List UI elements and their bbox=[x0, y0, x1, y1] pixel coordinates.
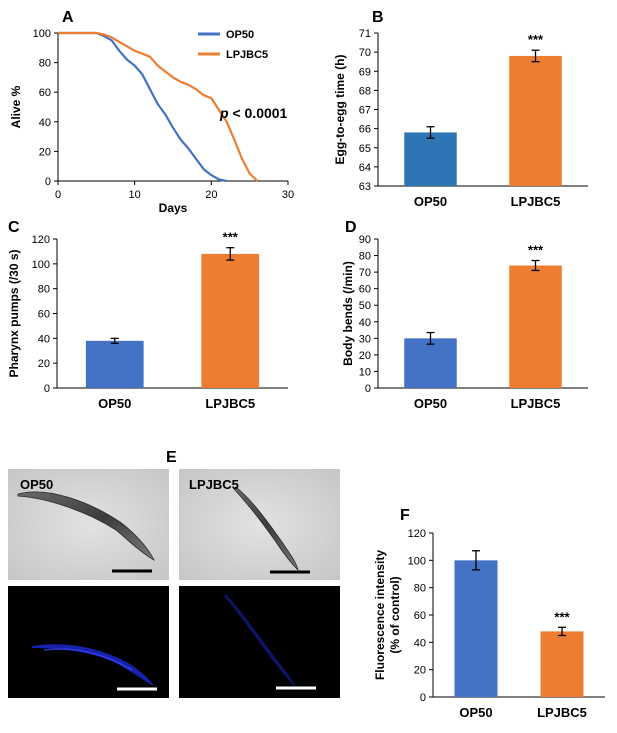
a-y-tick-label: 80 bbox=[39, 58, 51, 70]
b-category-label: OP50 bbox=[414, 194, 447, 209]
d-y-tick-label: 30 bbox=[359, 333, 371, 345]
c-y-tick-label: 120 bbox=[32, 234, 50, 246]
panel-e-label: E bbox=[166, 449, 177, 466]
d-y-tick-label: 10 bbox=[359, 366, 371, 378]
b-y-axis-label: Egg-to-egg time (h) bbox=[333, 55, 347, 165]
f-y-tick-label: 60 bbox=[414, 610, 426, 622]
f-category-label: OP50 bbox=[459, 705, 492, 720]
a-x-tick-label: 20 bbox=[205, 189, 217, 201]
c-y-tick-label: 20 bbox=[38, 358, 50, 370]
c-category-label: LPJBC5 bbox=[205, 396, 255, 411]
a-series-line-op50 bbox=[58, 31, 227, 183]
micrograph-lpjbc5-fluorescence bbox=[179, 586, 340, 698]
c-y-tick-label: 0 bbox=[44, 383, 50, 395]
f-y-axis-label: Fluorescence intensity bbox=[373, 550, 387, 680]
a-y-tick-label: 60 bbox=[39, 87, 51, 99]
micrograph-op50-brightfield: OP50 bbox=[8, 469, 169, 580]
c-category-label: OP50 bbox=[98, 396, 131, 411]
c-significance-marker: *** bbox=[223, 230, 239, 245]
a-p-text: < 0.0001 bbox=[229, 105, 288, 121]
f-bar-lpjbc5 bbox=[540, 631, 584, 697]
legend-lpjbc5-label: LPJBC5 bbox=[226, 49, 268, 61]
d-y-axis-label: Body bends (/min) bbox=[341, 261, 355, 366]
a-p-symbol: p bbox=[219, 105, 229, 121]
d-y-tick-label: 70 bbox=[359, 267, 371, 279]
f-bar-op50 bbox=[454, 560, 498, 697]
a-x-tick-label: 10 bbox=[129, 189, 141, 201]
d-y-tick-label: 0 bbox=[365, 383, 371, 395]
b-y-tick-label: 65 bbox=[359, 143, 371, 155]
d-y-tick-label: 20 bbox=[359, 350, 371, 362]
f-y-tick-label: 0 bbox=[420, 692, 426, 704]
b-y-tick-label: 71 bbox=[359, 28, 371, 40]
b-y-tick-label: 67 bbox=[359, 105, 371, 117]
f-y-tick-label: 80 bbox=[414, 583, 426, 595]
panel-a-label: A bbox=[62, 9, 74, 26]
c-y-tick-label: 80 bbox=[38, 284, 50, 296]
panel-f-label: F bbox=[400, 507, 410, 524]
d-y-tick-label: 60 bbox=[359, 284, 371, 296]
c-y-tick-label: 100 bbox=[32, 259, 50, 271]
panel-f-fluorescence-chart: 0 20 40 60 80 100 120 OP50 LPJBC5 *** Fluorescence… bbox=[373, 528, 605, 720]
d-significance-marker: *** bbox=[528, 243, 544, 258]
a-y-tick-label: 20 bbox=[39, 146, 51, 158]
d-category-label: LPJBC5 bbox=[511, 396, 561, 411]
c-y-tick-label: 60 bbox=[38, 309, 50, 321]
micrograph-lpjbc5-label: LPJBC5 bbox=[189, 477, 239, 492]
b-significance-marker: *** bbox=[528, 32, 544, 47]
b-y-tick-label: 64 bbox=[359, 162, 371, 174]
panel-d-body-bends-chart: 0 10 20 30 40 50 60 70 80 90 OP50 LPJBC5 *** Body ben… bbox=[341, 234, 588, 411]
a-series-line-lpjbc5 bbox=[58, 31, 259, 182]
panel-a-survival-chart: 0 20 40 60 80 100 0 10 20 30 Days Alive % OP50 LP… bbox=[9, 28, 294, 215]
d-bar-lpjbc5 bbox=[509, 265, 562, 388]
b-y-tick-label: 63 bbox=[359, 181, 371, 193]
d-y-tick-label: 50 bbox=[359, 300, 371, 312]
a-legend: OP50 LPJBC5 bbox=[198, 29, 268, 61]
a-p-value: p < 0.0001 bbox=[219, 105, 288, 121]
b-y-tick-label: 70 bbox=[359, 47, 371, 59]
micrograph-op50-fluorescence bbox=[8, 586, 169, 698]
d-y-tick-label: 90 bbox=[359, 234, 371, 246]
legend-op50-label: OP50 bbox=[226, 29, 254, 41]
f-y-tick-label: 100 bbox=[408, 555, 426, 567]
panel-c-label: C bbox=[8, 219, 20, 236]
c-y-tick-label: 40 bbox=[38, 333, 50, 345]
panel-d-label: D bbox=[345, 219, 357, 236]
a-y-tick-label: 40 bbox=[39, 117, 51, 129]
d-bar-op50 bbox=[404, 338, 457, 388]
a-y-tick-label: 100 bbox=[33, 28, 51, 40]
a-x-tick-label: 0 bbox=[55, 189, 61, 201]
c-bar-op50 bbox=[85, 340, 144, 388]
c-y-axis-label: Pharynx pumps (/30 s) bbox=[7, 249, 21, 377]
a-y-tick-label: 0 bbox=[45, 176, 51, 188]
b-y-tick-label: 68 bbox=[359, 85, 371, 97]
f-y-tick-label: 40 bbox=[414, 637, 426, 649]
micrograph-lpjbc5-brightfield: LPJBC5 bbox=[179, 469, 340, 580]
b-bar-op50 bbox=[404, 132, 457, 186]
b-y-tick-label: 66 bbox=[359, 124, 371, 136]
panel-b-egg-time-chart: 63 64 65 66 67 68 69 70 71 OP50 LPJBC5 *** Egg-to-eg… bbox=[333, 28, 588, 209]
f-y-axis-label: (% of control) bbox=[388, 576, 402, 653]
f-y-tick-label: 20 bbox=[414, 665, 426, 677]
f-y-tick-label: 120 bbox=[408, 528, 426, 540]
c-bar-lpjbc5 bbox=[201, 253, 260, 388]
micrograph-op50-label: OP50 bbox=[20, 477, 53, 492]
f-category-label: LPJBC5 bbox=[537, 705, 587, 720]
a-x-axis-label: Days bbox=[159, 201, 188, 215]
d-y-tick-label: 40 bbox=[359, 317, 371, 329]
d-y-tick-label: 80 bbox=[359, 251, 371, 263]
a-y-axis-label: Alive % bbox=[9, 85, 23, 128]
a-x-tick-label: 30 bbox=[282, 189, 294, 201]
f-significance-marker: *** bbox=[554, 609, 570, 624]
panel-b-label: B bbox=[372, 9, 384, 26]
b-y-tick-label: 69 bbox=[359, 66, 371, 78]
b-bar-lpjbc5 bbox=[509, 55, 562, 187]
b-category-label: LPJBC5 bbox=[511, 194, 561, 209]
panel-c-pharynx-chart: 0 20 40 60 80 100 120 OP50 LPJBC5 *** Pharynx pump… bbox=[7, 230, 288, 411]
d-category-label: OP50 bbox=[414, 396, 447, 411]
